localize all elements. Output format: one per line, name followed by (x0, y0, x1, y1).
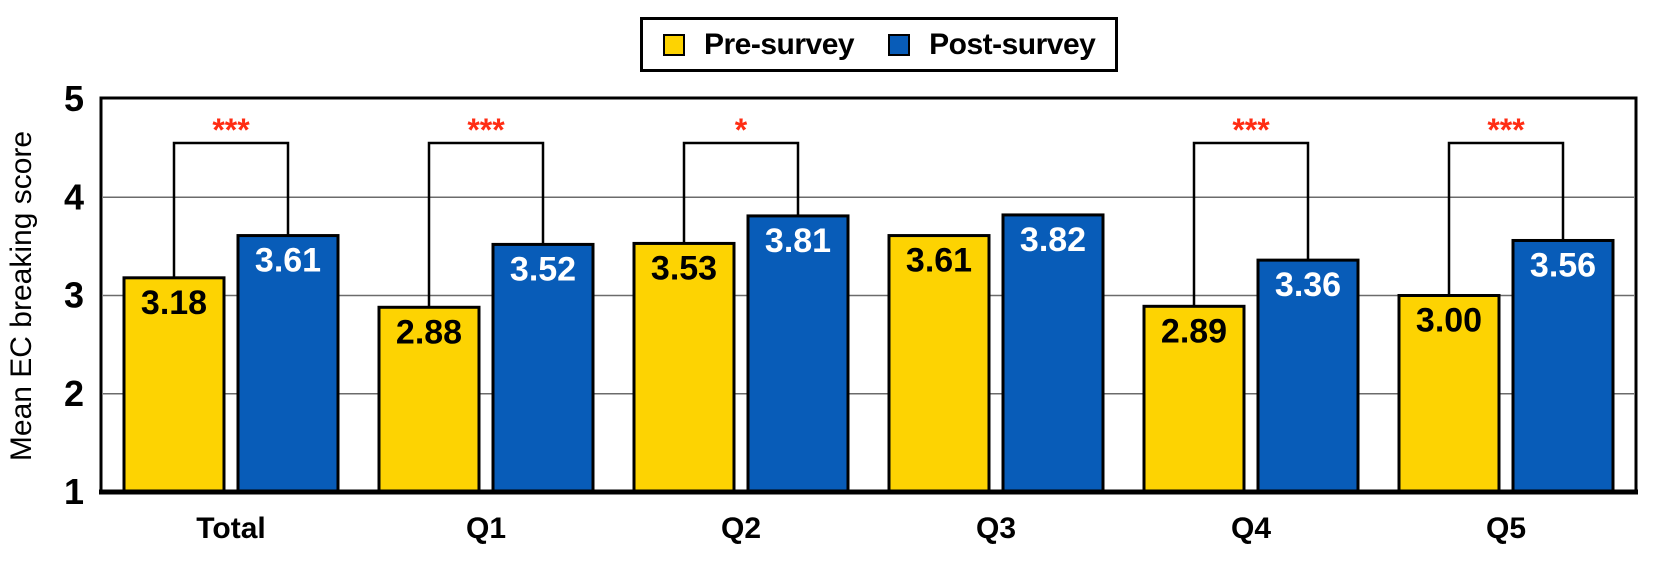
bar-value-label: 2.88 (396, 313, 462, 351)
significance-stars: * (735, 112, 748, 148)
bar-value-label: 2.89 (1161, 312, 1227, 350)
significance-stars: *** (212, 112, 250, 148)
bar-value-label: 3.52 (510, 250, 576, 288)
x-category-label: Q2 (721, 512, 761, 545)
bar-value-label: 3.61 (255, 242, 321, 280)
significance-bracket (172, 141, 290, 278)
significance-bracket (1192, 141, 1310, 307)
x-category-label: Q1 (466, 512, 506, 545)
bar-post-q1 (491, 242, 595, 494)
bar-value-label: 3.61 (906, 242, 972, 280)
bar-post-q2 (746, 214, 850, 494)
bar-value-label: 3.81 (765, 222, 831, 260)
bar-value-label: 3.82 (1020, 221, 1086, 259)
bar-pre-q5 (1397, 294, 1501, 494)
bar-pre-total (122, 276, 226, 494)
x-category-label: Q3 (976, 512, 1016, 545)
y-tick-label: 4 (64, 176, 84, 217)
bar-post-q3 (1001, 213, 1105, 494)
significance-stars: *** (1487, 112, 1525, 148)
legend-label-pre-survey: Pre-survey (704, 27, 855, 61)
x-category-label: Total (196, 512, 265, 545)
legend-item-pre-survey: Pre-survey (663, 27, 855, 62)
significance-bracket (1447, 141, 1565, 296)
legend: Pre-survey Post-survey (640, 17, 1119, 72)
significance-stars: *** (467, 112, 505, 148)
y-tick-label: 3 (64, 275, 84, 316)
y-tick-label: 2 (64, 373, 84, 414)
bar-value-label: 3.56 (1530, 246, 1596, 284)
post-survey-swatch-icon (888, 33, 911, 56)
bar-pre-q3 (887, 234, 991, 494)
bar-value-label: 3.00 (1416, 302, 1482, 340)
legend-item-post-survey: Post-survey (888, 27, 1096, 62)
y-axis-title: Mean EC breaking score (5, 131, 38, 461)
pre-survey-swatch-icon (663, 33, 685, 56)
legend-label-post-survey: Post-survey (929, 27, 1096, 61)
y-tick-label: 5 (64, 78, 84, 119)
significance-stars: *** (1232, 112, 1270, 148)
bar-value-label: 3.18 (141, 284, 207, 322)
x-category-label: Q5 (1486, 512, 1526, 545)
bar-pre-q2 (632, 241, 736, 494)
x-category-label: Q4 (1231, 512, 1271, 545)
significance-bracket (682, 141, 800, 244)
bar-value-label: 3.53 (651, 249, 717, 287)
significance-bracket (427, 141, 545, 308)
y-tick-label: 1 (64, 471, 84, 512)
bar-value-label: 3.36 (1275, 266, 1341, 304)
